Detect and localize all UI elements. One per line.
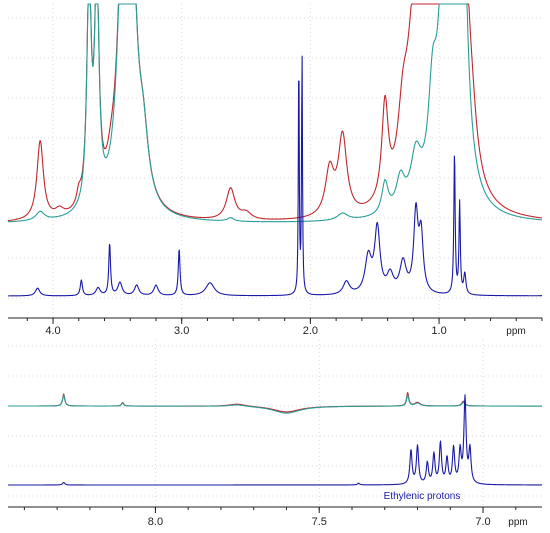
aromatic-spectrum-panel: 8.0 7.5 7.0 ppm Ethylenic protons [7, 340, 543, 528]
x-axis-ticks: 4.0 3.0 2.0 1.0 [26, 318, 543, 337]
x-tick-label: 7.0 [475, 516, 490, 528]
aliphatic-spectrum-panel: 4.0 3.0 2.0 1.0 ppm [7, 3, 543, 337]
x-tick-label: 4.0 [45, 325, 60, 337]
x-axis-ticks: 8.0 7.5 7.0 [23, 507, 517, 528]
x-tick-label: 1.0 [431, 325, 446, 337]
x-axis-unit-label: ppm [508, 517, 527, 528]
x-tick-label: 8.0 [148, 516, 163, 528]
spectrum-series-1-line [7, 3, 543, 223]
ethylenic-protons-annotation: Ethylenic protons [384, 491, 461, 502]
x-tick-label: 2.0 [303, 325, 318, 337]
spectrum-traces [7, 392, 543, 486]
x-axis-unit-label: ppm [506, 326, 525, 337]
x-tick-label: 3.0 [174, 325, 189, 337]
spectrum-series-1-line [7, 394, 543, 414]
spectrum-series-2-line [7, 394, 543, 486]
spectrum-series-2-line [7, 55, 543, 297]
x-tick-label: 7.5 [312, 516, 327, 528]
spectrum-traces [7, 3, 543, 297]
